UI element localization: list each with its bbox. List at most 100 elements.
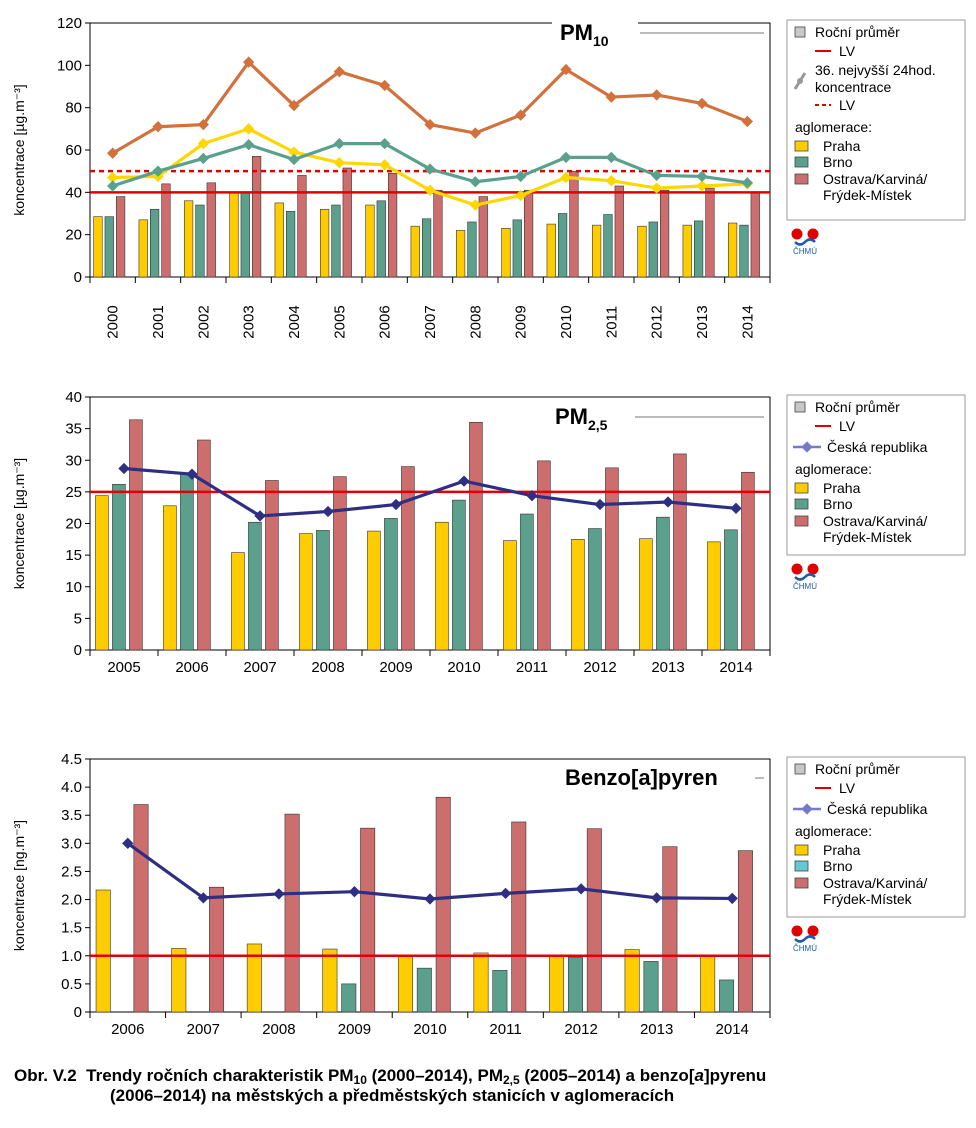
y-tick-label: 4.0 [61, 779, 82, 796]
line-point [273, 888, 285, 900]
legend-swatch-brno [794, 860, 809, 872]
caption-prefix: Obr. V.2 [14, 1066, 77, 1085]
bar-ostrava [433, 189, 443, 278]
bar-ostrava [705, 187, 715, 278]
y-tick-label: 4.5 [61, 751, 82, 768]
bar-brno [316, 530, 330, 651]
x-tick-label: 2007 [243, 659, 276, 676]
bar-praha [700, 954, 716, 1013]
legend-swatch-ostrava [794, 877, 809, 889]
bar-ostrava [129, 419, 143, 651]
legend-frame [786, 19, 966, 221]
bar-brno [376, 200, 386, 278]
y-tick-label: 0 [74, 1004, 82, 1021]
y-tick-label: 1.5 [61, 920, 82, 937]
bar-praha [624, 949, 640, 1013]
x-tick-label: 2014 [716, 1021, 749, 1038]
line-point [515, 170, 527, 183]
bar-brno [384, 518, 398, 651]
line-point [560, 171, 572, 184]
x-tick-label: 2008 [262, 1021, 295, 1038]
logo-text: ČHMÚ [793, 944, 817, 953]
bar-praha [138, 219, 148, 278]
x-tick-label: 2010 [413, 1021, 446, 1038]
bar-praha [95, 889, 111, 1013]
y-tick-label: 0.5 [61, 976, 82, 993]
x-tick-label: 2013 [694, 305, 711, 338]
bar-ostrava [206, 182, 216, 278]
y-tick-label: 20 [65, 516, 82, 533]
bar-brno [112, 483, 126, 651]
bar-ostrava [673, 453, 687, 651]
bar-ostrava [478, 196, 488, 278]
legend-ostrava-2: Frýdek-Místek [823, 891, 913, 907]
line-point [594, 498, 606, 511]
x-tick-label: 2013 [640, 1021, 673, 1038]
legend-ostrava-1: Ostrava/Karviná/ [823, 171, 927, 187]
bar-praha [546, 223, 556, 278]
x-tick-label: 2011 [489, 1021, 521, 1038]
y-tick-label: 35 [65, 421, 82, 438]
line-point [469, 127, 481, 139]
legend-brno: Brno [823, 496, 853, 512]
logo-wave [794, 935, 816, 943]
bar-praha [322, 948, 338, 1013]
bar-praha [397, 955, 413, 1013]
bar-praha [410, 225, 420, 278]
y-tick-label: 0 [74, 269, 82, 286]
bar-brno [104, 216, 114, 278]
y-axis-label: koncentrace [µg.m⁻³] [11, 84, 27, 215]
line-point [651, 169, 663, 182]
line-ceska-republika [123, 466, 737, 518]
logo-circle-left [791, 563, 803, 575]
caption-text-4: ]pyrenu [703, 1066, 767, 1085]
y-tick-label: 100 [57, 57, 82, 74]
bar-brno [643, 961, 659, 1013]
x-tick-label: 2012 [583, 659, 616, 676]
x-tick-label: 2010 [558, 305, 575, 338]
bar-brno [588, 528, 602, 651]
bar-ostrava [605, 467, 619, 651]
legend: Roční průměr LV Česká republika aglomerace:… [786, 756, 966, 918]
line-point [424, 163, 436, 175]
bar-praha [231, 552, 245, 651]
bar-ostrava [387, 172, 398, 278]
x-tick-label: 2006 [175, 659, 208, 676]
line-point [288, 153, 300, 166]
y-tick-label: 2.0 [61, 892, 82, 909]
line-point [152, 165, 164, 177]
line-point [118, 462, 130, 475]
bar-praha [299, 533, 313, 651]
x-tick-label: 2013 [651, 659, 684, 676]
legend-ostrava-1: Ostrava/Karviná/ [823, 513, 927, 529]
bar-praha [95, 495, 109, 651]
bar-praha [549, 955, 565, 1013]
chmu-logo: ČHMÚ [791, 925, 819, 953]
line-point [107, 180, 119, 192]
bar-praha [682, 224, 692, 278]
x-tick-label: 2006 [111, 1021, 144, 1038]
line-point [741, 115, 753, 128]
bar-ostrava [614, 185, 624, 278]
legend-praha: Praha [823, 138, 861, 154]
line-point [515, 189, 527, 202]
bar-praha [367, 530, 381, 651]
y-tick-label: 20 [65, 227, 82, 244]
line-point [333, 157, 345, 169]
legend-brno: Brno [823, 858, 853, 874]
x-tick-label: 2007 [422, 305, 439, 338]
bar-ostrava [737, 850, 753, 1013]
legend-line-label-2: koncentrace [815, 79, 891, 95]
logo-circle-left [791, 925, 803, 937]
legend-swatch-brno [794, 498, 809, 510]
bar-brno [452, 499, 466, 651]
line-point [458, 475, 470, 487]
x-tick-label: 2014 [719, 659, 752, 676]
title-bg [547, 404, 633, 432]
x-tick-label: 2003 [241, 305, 258, 338]
y-axis-label: koncentrace [µg.m⁻³] [11, 458, 27, 589]
y-tick-label: 1.0 [61, 948, 82, 965]
y-tick-label: 2.5 [61, 863, 82, 880]
line-point [499, 887, 512, 900]
legend-ostrava-2: Frýdek-Místek [823, 187, 913, 203]
